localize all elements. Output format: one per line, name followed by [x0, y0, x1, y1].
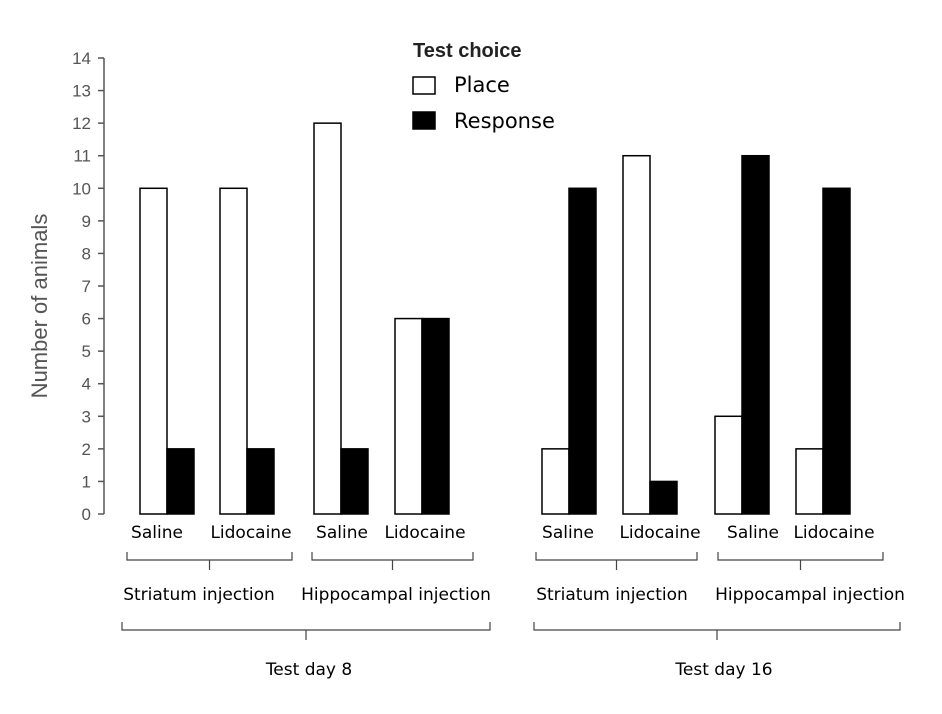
bar-response — [741, 154, 770, 515]
bar-place — [795, 448, 824, 515]
bar-place — [139, 187, 168, 515]
legend-swatch-place — [412, 76, 436, 95]
condition-label: Saline — [131, 523, 183, 543]
condition-label: Lidocaine — [384, 523, 465, 543]
injection-label: Striatum injection — [123, 585, 275, 605]
y-tick-label: 8 — [82, 244, 91, 263]
legend-swatch-response — [412, 111, 436, 130]
condition-label: Saline — [316, 523, 368, 543]
y-tick-label: 9 — [82, 212, 91, 231]
bar-place — [219, 187, 248, 515]
y-tick-label: 4 — [82, 375, 91, 394]
y-tick-label: 7 — [82, 277, 91, 296]
bar-response — [246, 448, 275, 515]
y-tick-label: 3 — [82, 407, 91, 426]
bars — [139, 122, 851, 515]
y-tick-label: 2 — [82, 440, 91, 459]
bar-response — [166, 448, 195, 515]
bar-response — [649, 480, 678, 515]
condition-label: Lidocaine — [793, 523, 874, 543]
y-tick-label: 5 — [82, 342, 91, 361]
day-brace — [533, 622, 901, 640]
injection-label: Hippocampal injection — [715, 585, 905, 605]
legend: Test choice Place Response — [412, 40, 555, 133]
y-tick-label: 11 — [73, 147, 91, 166]
bar-place — [714, 415, 743, 515]
y-tick-label: 6 — [82, 310, 91, 329]
day-label: Test day 8 — [265, 660, 352, 680]
injection-brace — [535, 552, 698, 570]
y-tick-label: 1 — [82, 472, 91, 491]
y-tick-label: 0 — [82, 505, 91, 524]
y-tick-label: 12 — [72, 114, 91, 133]
bar-response — [421, 317, 450, 515]
bar-place — [313, 122, 342, 515]
condition-label: Saline — [727, 523, 779, 543]
injection-brace — [126, 552, 293, 570]
injection-brace — [717, 552, 884, 570]
y-tick-label: 10 — [72, 179, 91, 198]
injection-label: Hippocampal injection — [301, 585, 491, 605]
injection-brace — [311, 552, 474, 570]
bar-response — [822, 187, 851, 515]
group-labels: Saline Lidocaine Saline Lidocaine Saline Lido… — [121, 523, 905, 680]
legend-label-place: Place — [454, 73, 510, 97]
condition-label: Saline — [542, 523, 594, 543]
condition-label: Lidocaine — [210, 523, 291, 543]
bar-response — [340, 448, 369, 515]
bar-place — [394, 317, 423, 515]
bar-response — [568, 187, 597, 515]
legend-label-response: Response — [454, 109, 555, 133]
bar-place — [622, 154, 651, 515]
injection-label: Striatum injection — [536, 585, 688, 605]
y-axis-label: Number of animals — [27, 214, 52, 399]
condition-label: Lidocaine — [619, 523, 700, 543]
day-label: Test day 16 — [674, 660, 772, 680]
bar-place — [541, 448, 570, 515]
day-brace — [121, 622, 491, 640]
y-tick-label: 13 — [72, 82, 91, 101]
y-tick-label: 14 — [72, 49, 91, 68]
legend-title: Test choice — [413, 40, 522, 62]
